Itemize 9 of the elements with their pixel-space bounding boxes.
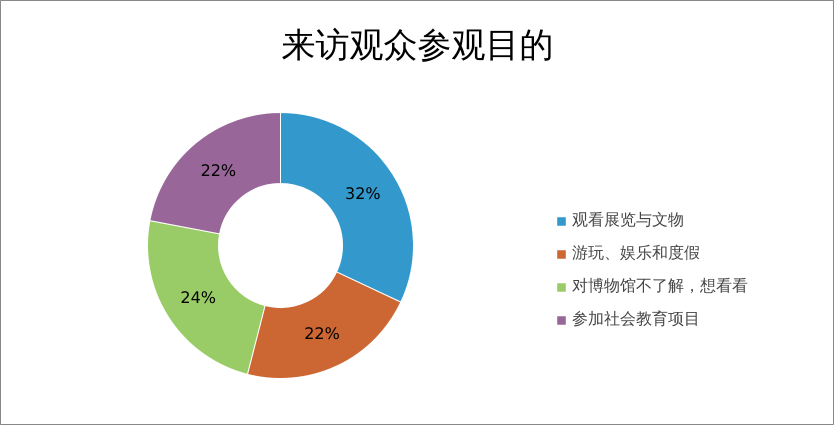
data-label: 22% <box>200 160 236 180</box>
data-label: 24% <box>180 288 216 308</box>
legend-label: 对博物馆不了解，想看看 <box>572 276 748 297</box>
data-label: 32% <box>345 184 381 203</box>
legend-label: 参加社会教育项目 <box>572 309 700 330</box>
chart-title: 来访观众参观目的 <box>282 26 554 66</box>
data-label: 22% <box>304 324 340 344</box>
legend-label: 游玩、娱乐和度假 <box>572 243 700 264</box>
legend-label: 观看展览与文物 <box>572 210 684 231</box>
